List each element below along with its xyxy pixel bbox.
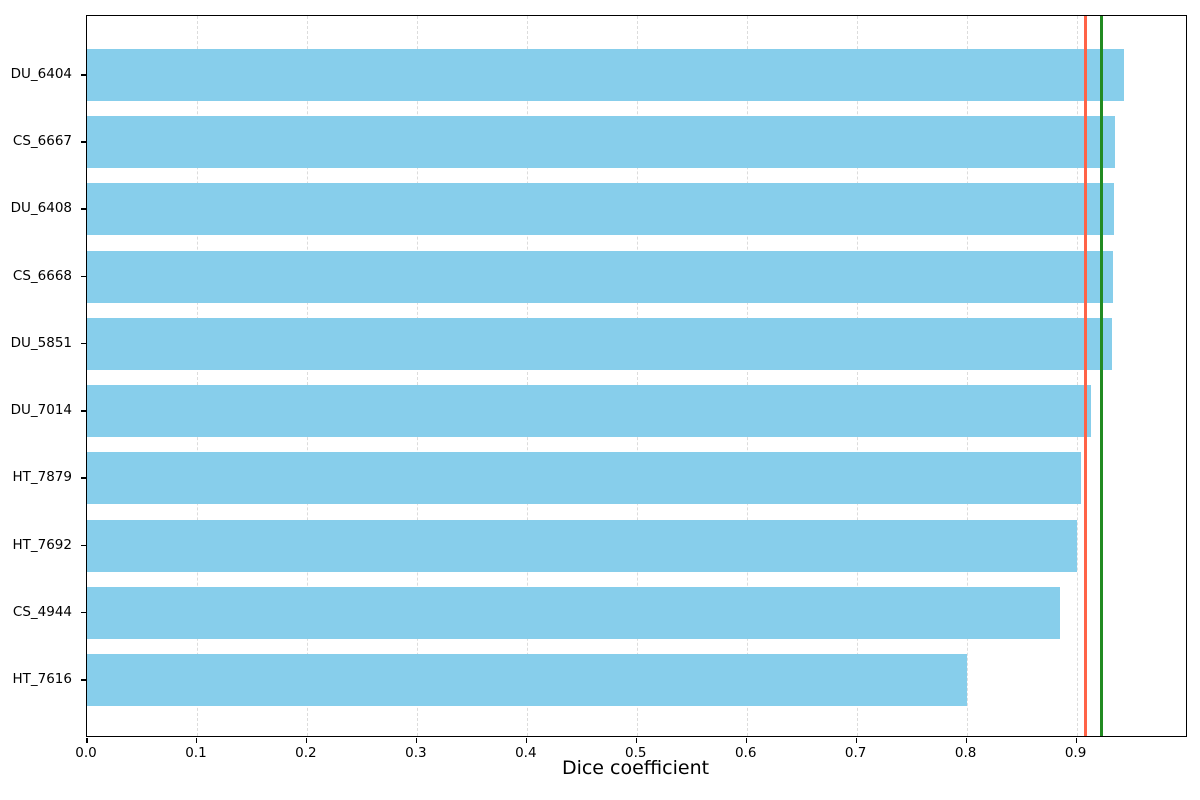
x-tick-mark: [855, 738, 858, 743]
y-tick-mark: [81, 275, 86, 278]
bar-DU_7014: [87, 385, 1091, 438]
grid-line: [416, 16, 418, 736]
y-tick-mark: [81, 342, 86, 345]
grid-line: [1076, 16, 1078, 736]
green-reference-line: [1099, 16, 1103, 736]
x-tick-label: 0.3: [405, 745, 427, 761]
grid-line: [856, 16, 858, 736]
bar-HT_7879: [87, 452, 1081, 505]
y-tick-mark: [81, 611, 86, 614]
bar-HT_7692: [87, 519, 1077, 572]
x-tick-mark: [1075, 738, 1078, 743]
red-reference-line: [1083, 16, 1087, 736]
plot-area: [86, 15, 1187, 737]
bar-CS_6668: [87, 250, 1113, 303]
x-axis-label: Dice coefficient: [561, 757, 710, 779]
x-tick-label: 0.2: [295, 745, 317, 761]
y-tick-label: DU_6408: [10, 200, 72, 217]
x-tick-mark: [635, 738, 638, 743]
x-tick-mark: [965, 738, 968, 743]
x-tick-mark: [305, 738, 308, 743]
x-tick-mark: [525, 738, 528, 743]
y-tick-label: CS_4944: [12, 603, 72, 620]
x-tick-label: 0.8: [954, 745, 977, 761]
y-tick-label: CS_6667: [12, 133, 72, 150]
y-tick-mark: [81, 141, 86, 143]
bar-DU_6408: [87, 183, 1114, 236]
y-tick-label: HT_7616: [12, 671, 72, 687]
bar-DU_5851: [87, 317, 1112, 370]
x-tick-label: 0.5: [625, 745, 647, 761]
x-tick-label: 0.4: [515, 745, 537, 761]
y-tick-label: CS_6668: [12, 267, 72, 284]
x-tick-label: 0.9: [1064, 745, 1087, 761]
grid-line: [966, 16, 968, 736]
y-tick-mark: [81, 208, 86, 210]
x-tick-label: 0.6: [734, 745, 757, 761]
y-tick-label: HT_7879: [12, 469, 72, 486]
grid-line: [636, 16, 638, 736]
x-tick-label: 0.7: [844, 745, 867, 761]
x-tick-label: 0.0: [75, 745, 97, 761]
x-tick-mark: [86, 738, 88, 743]
bar-HT_7616: [87, 654, 967, 706]
y-tick-mark: [81, 477, 86, 479]
y-tick-mark: [81, 544, 86, 547]
y-tick-label: DU_6404: [10, 66, 72, 82]
x-tick-mark: [195, 738, 198, 743]
grid-line: [306, 16, 308, 736]
y-tick-label: HT_7692: [12, 536, 72, 553]
y-tick-label: DU_5851: [10, 334, 72, 351]
x-tick-label: 0.1: [185, 745, 207, 761]
y-tick-mark: [81, 410, 86, 412]
grid-line: [746, 16, 748, 736]
x-tick-mark: [745, 738, 748, 743]
grid-line: [196, 16, 198, 736]
y-tick-label: DU_7014: [10, 402, 72, 419]
bar-CS_4944: [87, 586, 1061, 639]
y-tick-mark: [81, 74, 86, 76]
y-tick-mark: [81, 679, 86, 681]
bar-DU_6404: [87, 49, 1124, 101]
grid-line: [526, 16, 528, 736]
x-tick-mark: [415, 738, 418, 743]
bar-CS_6667: [87, 116, 1116, 169]
